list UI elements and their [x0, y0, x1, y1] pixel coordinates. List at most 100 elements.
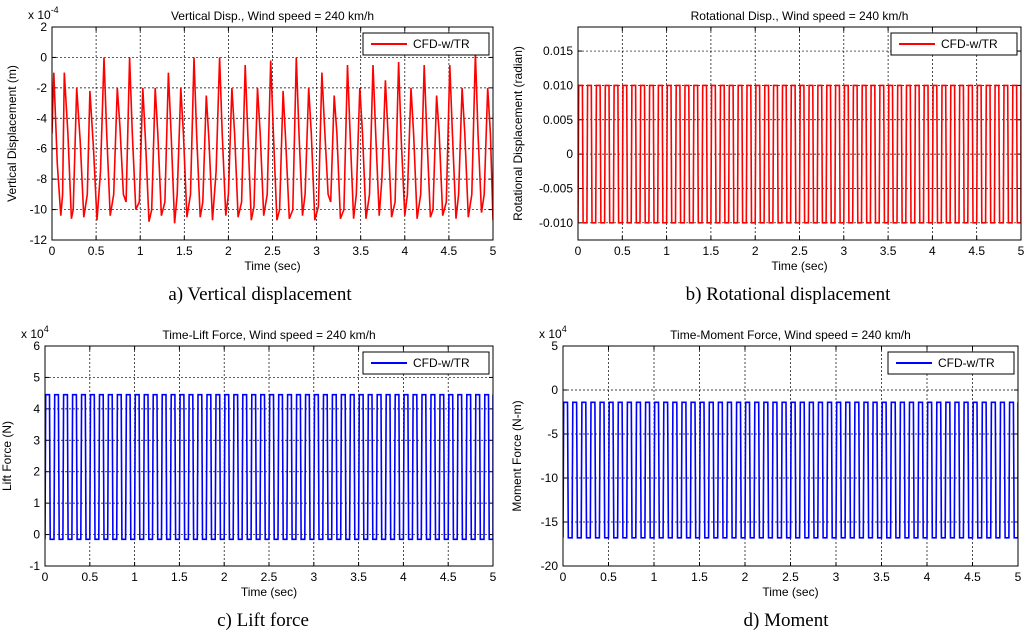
legend-box [887, 351, 1015, 375]
y-axis-label: Moment Force (N-m) [510, 400, 524, 511]
x-tick-label: 0 [575, 244, 582, 258]
x-tick-label: 0.5 [600, 570, 617, 584]
y-tick-label: 0 [40, 50, 47, 64]
x-tick-label: 1.5 [176, 244, 193, 258]
x-tick-label: 0 [49, 244, 56, 258]
x-tick-label: 1 [651, 570, 658, 584]
x-tick-label: 0 [560, 570, 567, 584]
axes-frame [562, 345, 1019, 567]
y-tick-label: 0.010 [543, 78, 573, 92]
series-line-cfd-wtr [578, 84, 1021, 224]
y-tick-label: -12 [30, 233, 48, 247]
x-tick-label: 2 [742, 570, 749, 584]
x-tick-label: 4.5 [968, 244, 985, 258]
legend-label: CFD-w/TR [413, 356, 470, 370]
chart-title: Vertical Disp., Wind speed = 240 km/h [171, 9, 374, 23]
x-tick-label: 1 [131, 570, 138, 584]
axis-exponent: x 104 [21, 324, 49, 341]
y-tick-label: 0 [551, 383, 558, 397]
y-tick-label: -8 [36, 172, 47, 186]
y-tick-label: 5 [551, 339, 558, 353]
y-axis-label: Rotational Displacement (radian) [511, 46, 525, 221]
axes-frame [51, 26, 494, 241]
x-axis-label: Time (sec) [244, 259, 300, 273]
y-tick-label: 1 [33, 496, 40, 510]
x-tick-label: 4.5 [441, 244, 458, 258]
x-tick-label: 5 [1018, 244, 1025, 258]
x-tick-label: 4.5 [964, 570, 981, 584]
x-axis-label: Time (sec) [241, 585, 297, 599]
x-tick-label: 3 [840, 244, 847, 258]
y-tick-label: -0.005 [539, 181, 573, 195]
axes-frame [577, 26, 1022, 241]
x-tick-label: 4 [400, 570, 407, 584]
y-tick-label: -5 [547, 427, 558, 441]
y-tick-label: -15 [541, 515, 559, 529]
y-tick-label: -2 [36, 81, 47, 95]
axis-exponent: x 104 [539, 324, 567, 341]
x-tick-label: 3 [313, 244, 320, 258]
caption-vertical-displacement: a) Vertical displacement [168, 284, 352, 305]
axis-exponent: x 10-4 [28, 5, 59, 22]
x-tick-label: 1 [137, 244, 144, 258]
x-tick-label: 0.5 [88, 244, 105, 258]
x-tick-label: 3 [833, 570, 840, 584]
x-tick-label: 4.5 [440, 570, 457, 584]
y-tick-label: 2 [40, 20, 47, 34]
x-tick-label: 2.5 [782, 570, 799, 584]
x-tick-label: 2.5 [264, 244, 281, 258]
legend-label: CFD-w/TR [941, 37, 998, 51]
y-tick-label: 6 [33, 339, 40, 353]
legend-box [362, 351, 490, 375]
y-axis-label: Lift Force (N) [0, 421, 14, 491]
chart-title: Time-Lift Force, Wind speed = 240 km/h [162, 328, 375, 342]
x-tick-label: 0 [42, 570, 49, 584]
y-tick-label: -6 [36, 142, 47, 156]
x-tick-label: 1.5 [703, 244, 720, 258]
x-tick-label: 1.5 [171, 570, 188, 584]
y-tick-label: -10 [30, 203, 48, 217]
y-tick-label: 0.015 [543, 44, 573, 58]
x-tick-label: 0.5 [614, 244, 631, 258]
axes-frame [44, 345, 494, 567]
y-tick-label: -10 [541, 471, 559, 485]
x-tick-label: 3.5 [873, 570, 890, 584]
legend-box [890, 32, 1018, 56]
x-tick-label: 2 [225, 244, 232, 258]
legend-box [362, 32, 490, 56]
y-tick-label: -1 [29, 559, 40, 573]
y-tick-label: 5 [33, 370, 40, 384]
series-line-cfd-wtr [563, 401, 1018, 539]
x-axis-label: Time (sec) [771, 259, 827, 273]
caption-rotational-displacement: b) Rotational displacement [685, 284, 891, 305]
chart-title: Time-Moment Force, Wind speed = 240 km/h [670, 328, 911, 342]
y-tick-label: 3 [33, 433, 40, 447]
x-tick-label: 3.5 [350, 570, 367, 584]
y-tick-label: 2 [33, 465, 40, 479]
x-tick-label: 3 [310, 570, 317, 584]
x-tick-label: 4 [924, 570, 931, 584]
caption-lift-force: c) Lift force [217, 610, 309, 631]
legend-label: CFD-w/TR [938, 356, 995, 370]
x-tick-label: 5 [1015, 570, 1022, 584]
y-tick-label: -0.010 [539, 216, 573, 230]
x-tick-label: 2 [221, 570, 228, 584]
x-tick-label: 2 [752, 244, 759, 258]
x-tick-label: 5 [490, 244, 497, 258]
x-tick-label: 2.5 [791, 244, 808, 258]
caption-moment: d) Moment [743, 610, 829, 631]
x-axis-label: Time (sec) [762, 585, 818, 599]
y-axis-label: Vertical Displacement (m) [5, 65, 19, 202]
x-tick-label: 2.5 [261, 570, 278, 584]
x-tick-label: 4 [929, 244, 936, 258]
x-tick-label: 1 [663, 244, 670, 258]
x-tick-label: 0.5 [81, 570, 98, 584]
y-tick-label: -20 [541, 559, 559, 573]
y-tick-label: 0 [566, 147, 573, 161]
x-tick-label: 3.5 [352, 244, 369, 258]
y-tick-label: 0 [33, 528, 40, 542]
y-tick-label: -4 [36, 111, 47, 125]
